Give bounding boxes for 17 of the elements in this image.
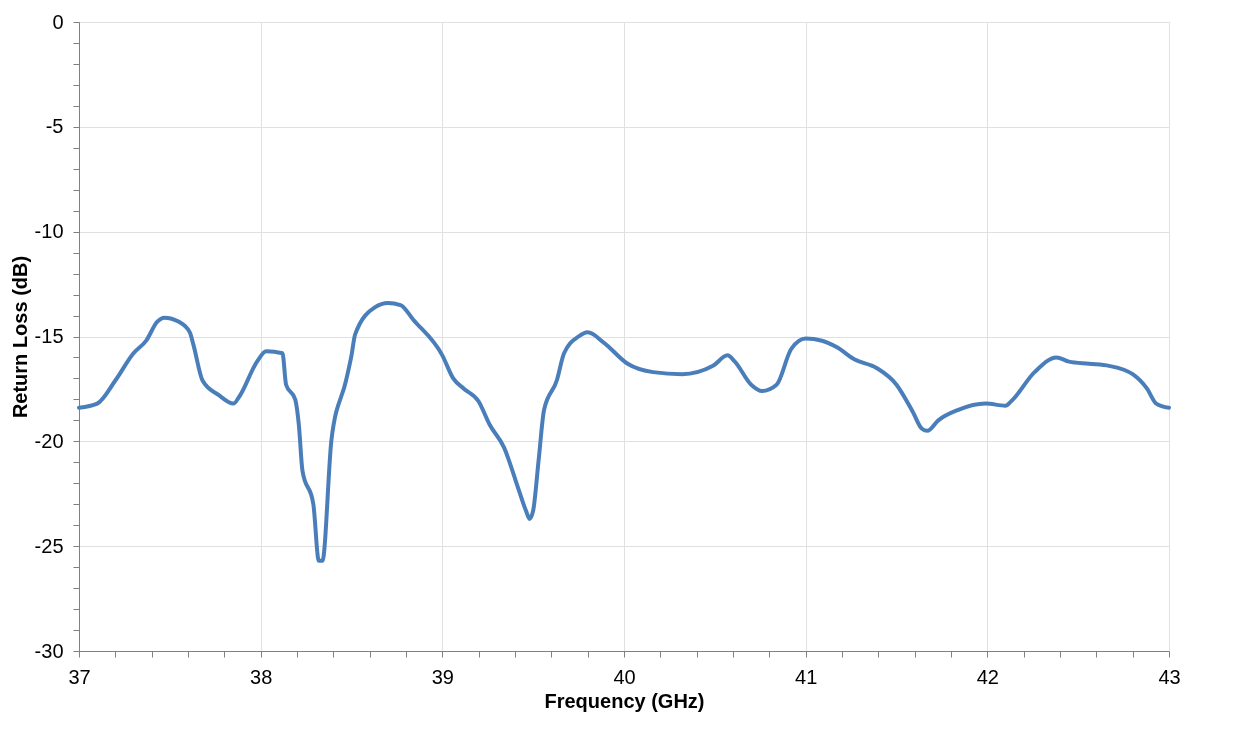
y-tick-label: -10: [34, 220, 64, 243]
x-tick-label: 39: [431, 665, 454, 688]
y-tick-label: -15: [34, 325, 64, 347]
x-tick-label: 43: [1158, 665, 1181, 688]
y-tick-label: -5: [45, 115, 64, 138]
x-tick-label: 40: [613, 665, 636, 688]
x-axis-title: Frequency (GHz): [544, 689, 705, 712]
y-axis-title: Return Loss (dB): [8, 255, 31, 419]
x-tick-label: 38: [250, 665, 273, 688]
y-tick-label: 0: [52, 10, 64, 33]
x-tick-label: 42: [976, 665, 999, 688]
x-tick-label: 37: [68, 665, 91, 688]
x-tick-label: 41: [795, 665, 818, 688]
y-tick-label: -25: [34, 534, 64, 557]
y-tick-label: -30: [34, 639, 64, 662]
y-tick-label: -20: [34, 429, 64, 452]
line-series: [77, 300, 1171, 563]
